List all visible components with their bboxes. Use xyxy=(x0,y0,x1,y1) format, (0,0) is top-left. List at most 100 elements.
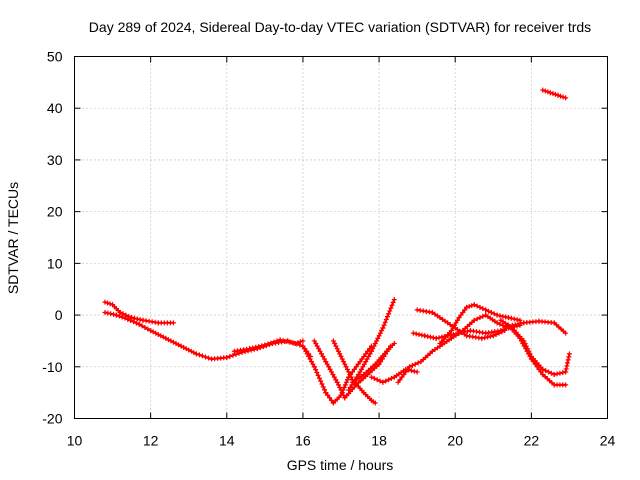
data-point-marker xyxy=(565,360,571,366)
series-track-e xyxy=(311,338,393,401)
data-point-marker xyxy=(434,345,440,351)
data-point-marker xyxy=(126,313,132,319)
data-point-marker xyxy=(389,302,395,308)
data-point-marker xyxy=(131,315,137,321)
data-point-marker xyxy=(337,384,343,390)
data-point-marker xyxy=(322,387,328,393)
data-point-marker xyxy=(170,320,176,326)
data-point-marker xyxy=(361,353,367,359)
data-point-marker xyxy=(310,361,316,367)
data-point-marker xyxy=(308,359,314,365)
data-point-marker xyxy=(367,351,373,357)
data-point-marker xyxy=(410,330,416,336)
data-point-marker xyxy=(381,322,387,328)
data-point-marker xyxy=(139,323,145,329)
data-point-marker xyxy=(543,368,549,374)
y-axis-ticks: -20 -10 0 10 20 30 40 50 xyxy=(42,49,608,427)
data-point-marker xyxy=(105,310,111,316)
data-point-marker xyxy=(315,372,321,378)
data-point-marker xyxy=(199,353,205,359)
data-point-marker xyxy=(351,366,357,372)
data-point-marker xyxy=(335,382,341,388)
data-point-marker xyxy=(368,374,374,380)
data-point-marker xyxy=(437,315,443,321)
data-point-marker xyxy=(253,344,259,350)
data-point-marker xyxy=(337,351,343,357)
data-point-marker xyxy=(538,369,544,375)
data-point-marker xyxy=(274,338,280,344)
data-point-marker xyxy=(564,363,570,369)
data-point-marker xyxy=(460,309,466,315)
series-track-l xyxy=(414,307,508,341)
data-point-marker xyxy=(120,311,126,317)
data-point-marker xyxy=(440,316,446,322)
data-point-marker xyxy=(318,351,324,357)
data-series xyxy=(102,87,572,406)
data-point-marker xyxy=(326,364,332,370)
data-point-marker xyxy=(488,309,494,315)
data-point-marker xyxy=(108,311,114,317)
data-point-marker xyxy=(374,377,380,383)
data-point-marker xyxy=(518,320,524,326)
data-point-marker xyxy=(236,350,242,356)
data-point-marker xyxy=(330,338,336,344)
data-point-marker xyxy=(403,369,409,375)
data-point-marker xyxy=(117,309,123,315)
data-point-marker xyxy=(429,309,435,315)
data-point-marker xyxy=(136,321,142,327)
data-point-marker xyxy=(313,341,319,347)
data-point-marker xyxy=(343,364,349,370)
data-point-marker xyxy=(150,329,156,335)
data-point-marker xyxy=(345,377,351,383)
data-point-marker xyxy=(527,353,533,359)
data-point-marker xyxy=(320,384,326,390)
data-point-marker xyxy=(512,322,518,328)
data-point-marker xyxy=(434,313,440,319)
data-point-marker xyxy=(300,343,306,349)
data-point-marker xyxy=(542,88,548,94)
data-point-marker xyxy=(411,368,417,374)
data-point-marker xyxy=(353,364,359,370)
data-point-marker xyxy=(142,324,148,330)
x-axis-ticks: 10 12 14 16 18 20 22 24 xyxy=(67,56,615,449)
data-point-marker xyxy=(181,344,187,350)
data-point-marker xyxy=(386,311,392,317)
data-point-marker xyxy=(148,328,154,334)
data-point-marker xyxy=(494,312,500,318)
data-point-marker xyxy=(502,328,508,334)
data-point-marker xyxy=(526,351,532,357)
series-track-o xyxy=(506,322,569,388)
data-point-marker xyxy=(416,331,422,337)
data-point-marker xyxy=(178,343,184,349)
data-point-marker xyxy=(458,312,464,318)
data-point-marker xyxy=(160,334,166,340)
data-point-marker xyxy=(341,359,347,365)
data-point-marker xyxy=(471,317,477,323)
data-point-marker xyxy=(560,370,566,376)
data-point-marker xyxy=(168,338,174,344)
data-point-marker xyxy=(328,397,334,403)
data-point-marker xyxy=(333,343,339,349)
data-point-marker xyxy=(170,339,176,345)
data-point-marker xyxy=(311,338,317,344)
data-point-marker xyxy=(188,348,194,354)
data-point-marker xyxy=(447,322,453,328)
x-tick-label: 14 xyxy=(219,433,235,449)
data-point-marker xyxy=(532,361,538,367)
data-point-marker xyxy=(422,333,428,339)
data-point-marker xyxy=(395,379,401,385)
data-point-marker xyxy=(330,372,336,378)
data-point-marker xyxy=(545,89,551,95)
data-point-marker xyxy=(386,377,392,383)
data-point-marker xyxy=(391,341,397,347)
data-point-marker xyxy=(134,316,140,322)
data-point-marker xyxy=(320,353,326,359)
data-point-marker xyxy=(368,348,374,354)
data-point-marker xyxy=(158,333,164,339)
data-point-marker xyxy=(334,346,340,352)
data-point-marker xyxy=(262,342,268,348)
data-point-marker xyxy=(230,352,236,358)
data-point-marker xyxy=(466,303,472,309)
data-point-marker xyxy=(133,320,139,326)
x-tick-label: 22 xyxy=(524,433,540,449)
